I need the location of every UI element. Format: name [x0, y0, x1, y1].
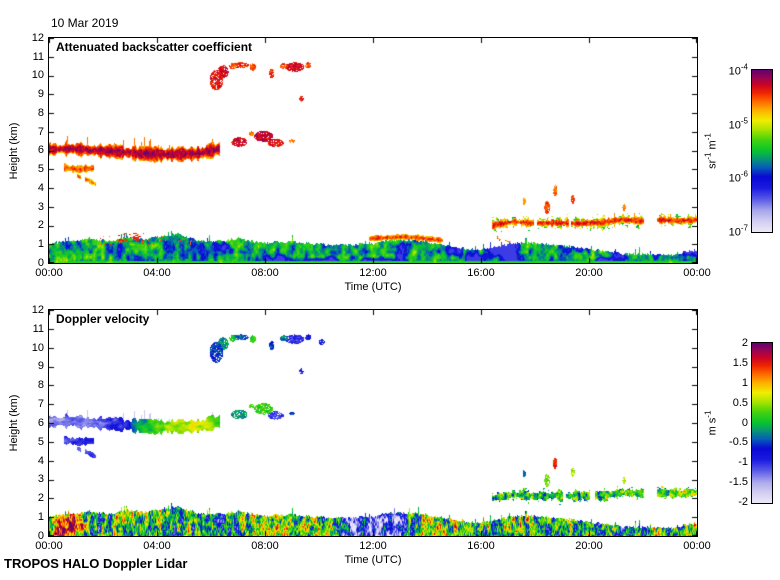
- y-tick-label: 6: [37, 417, 44, 429]
- y-tick-label: 2: [37, 219, 44, 231]
- y-tick-label: 10: [31, 69, 44, 81]
- y-tick-label: 0: [37, 257, 44, 269]
- x-tick-label: 04:00: [143, 540, 171, 552]
- instrument-label: TROPOS HALO Doppler Lidar: [4, 556, 188, 571]
- date-label: 10 Mar 2019: [51, 16, 119, 30]
- y-tick-label: 3: [37, 201, 44, 213]
- y-tick-label: 4: [37, 455, 44, 467]
- y-tick-label: 1: [37, 511, 44, 523]
- backscatter-panel: Attenuated backscatter coefficient: [48, 37, 698, 264]
- backscatter-heatmap-canvas: [49, 38, 697, 263]
- y-tick-label: 9: [37, 360, 44, 372]
- colorbar-tick-label: -0.5: [729, 436, 748, 448]
- velocity-colorbar: [751, 342, 773, 504]
- y-tick-label: 5: [37, 436, 44, 448]
- y-tick-label: 5: [37, 163, 44, 175]
- x-tick-label: 12:00: [359, 267, 387, 279]
- velocity-xlabel: Time (UTC): [344, 554, 402, 566]
- x-tick-label: 12:00: [359, 540, 387, 552]
- y-tick-label: 0: [37, 530, 44, 542]
- colorbar-tick-label: 2: [741, 337, 748, 349]
- velocity-title: Doppler velocity: [56, 312, 150, 326]
- colorbar-tick-label: 0.5: [732, 397, 748, 409]
- y-tick-label: 8: [37, 379, 44, 391]
- colorbar-tick-label: 0: [741, 417, 748, 429]
- backscatter-xlabel: Time (UTC): [344, 281, 402, 293]
- x-tick-label: 00:00: [35, 540, 63, 552]
- y-tick-label: 12: [31, 32, 44, 44]
- velocity-panel: Doppler velocity: [48, 309, 698, 537]
- y-tick-label: 7: [37, 126, 44, 138]
- colorbar-tick-label: 10-6: [728, 169, 748, 185]
- x-tick-label: 00:00: [35, 267, 63, 279]
- colorbar-tick-label: 1.5: [732, 357, 748, 369]
- velocity-colorbar-canvas: [752, 343, 772, 503]
- colorbar-tick-label: -2: [738, 496, 748, 508]
- y-tick-label: 2: [37, 492, 44, 504]
- y-tick-label: 6: [37, 144, 44, 156]
- x-tick-label: 04:00: [143, 267, 171, 279]
- colorbar-tick-label: -1: [738, 456, 748, 468]
- y-tick-label: 12: [31, 304, 44, 316]
- y-tick-label: 1: [37, 238, 44, 250]
- colorbar-tick-label: -1.5: [729, 476, 748, 488]
- backscatter-colorbar-unit: sr-1 m-1: [703, 133, 719, 169]
- colorbar-tick-label: 10-7: [728, 223, 748, 239]
- x-tick-label: 00:00: [683, 267, 711, 279]
- colorbar-tick-label: 1: [741, 377, 748, 389]
- backscatter-title: Attenuated backscatter coefficient: [56, 40, 253, 54]
- y-tick-label: 10: [31, 342, 44, 354]
- y-tick-label: 7: [37, 398, 44, 410]
- colorbar-tick-label: 10-5: [728, 116, 748, 132]
- x-tick-label: 20:00: [575, 540, 603, 552]
- x-tick-label: 16:00: [467, 540, 495, 552]
- x-tick-label: 08:00: [251, 267, 279, 279]
- backscatter-colorbar: [751, 69, 773, 233]
- colorbar-tick-label: 10-4: [728, 62, 748, 78]
- backscatter-colorbar-canvas: [752, 70, 772, 232]
- y-tick-label: 8: [37, 107, 44, 119]
- y-tick-label: 11: [32, 51, 44, 63]
- x-tick-label: 08:00: [251, 540, 279, 552]
- y-tick-label: 9: [37, 88, 44, 100]
- x-tick-label: 16:00: [467, 267, 495, 279]
- y-tick-label: 11: [32, 323, 44, 335]
- x-tick-label: 00:00: [683, 540, 711, 552]
- y-tick-label: 4: [37, 182, 44, 194]
- x-tick-label: 20:00: [575, 267, 603, 279]
- y-tick-label: 3: [37, 473, 44, 485]
- velocity-heatmap-canvas: [49, 310, 697, 536]
